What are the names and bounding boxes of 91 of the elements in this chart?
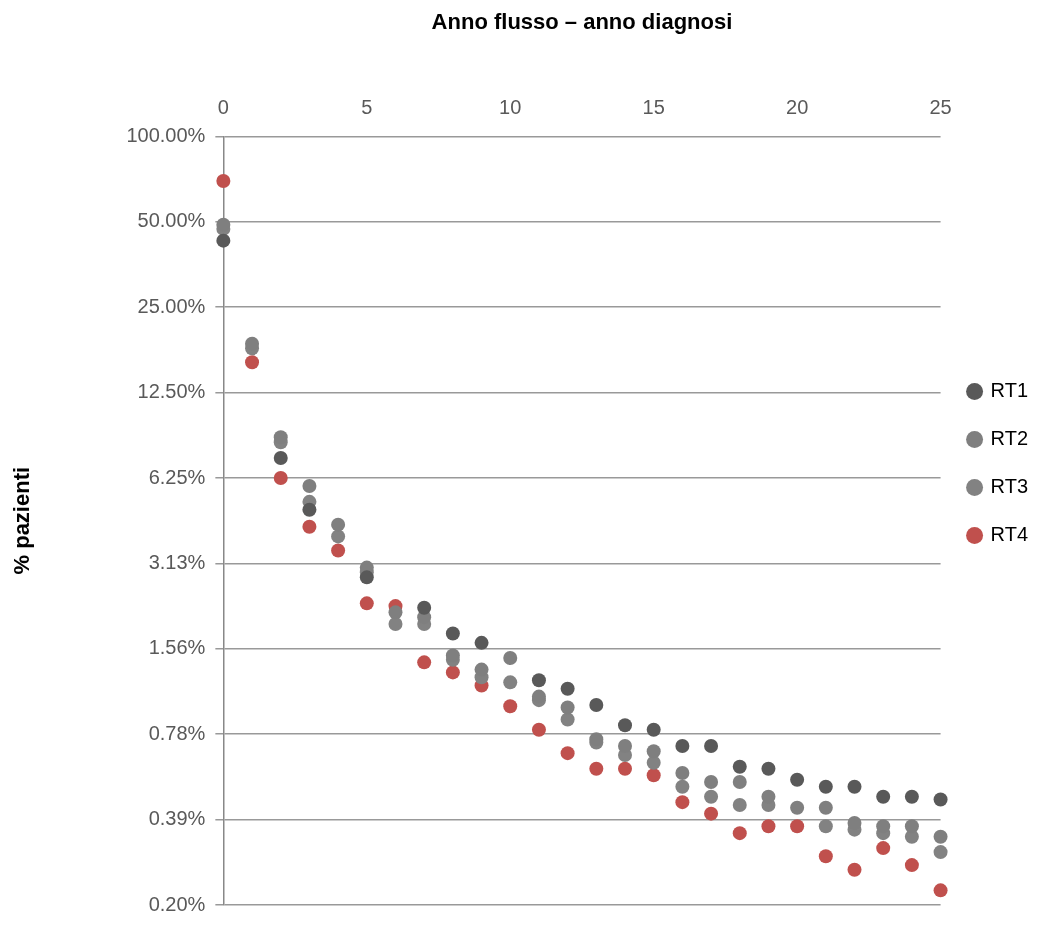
point [761,819,776,834]
y-tick-label: 6.25% [148,465,206,488]
legend-label: RT3 [990,475,1028,498]
point [531,673,546,688]
point [273,471,288,485]
point [560,746,575,761]
legend-label: RT1 [990,379,1028,402]
x-tick-label: 15 [642,95,665,118]
point [933,792,948,807]
point [417,600,432,615]
point [790,819,805,834]
point [818,800,833,815]
point [646,722,661,737]
point [503,675,518,690]
y-tick-label: 50.00% [137,209,206,232]
point [560,681,575,696]
point [388,605,403,620]
y-tick-label: 0.78% [148,721,206,744]
point [646,768,661,783]
point [904,858,919,873]
y-tick-label: 0.39% [148,807,206,830]
y-tick-label: 1.56% [148,636,206,659]
point [560,700,575,715]
point [704,806,719,821]
point [675,795,690,810]
point [445,665,460,680]
point [503,651,518,666]
point [445,626,460,641]
x-tick-label: 5 [361,95,373,118]
point [589,698,604,713]
y-tick-label: 25.00% [137,294,206,317]
point [245,355,260,370]
legend-label: RT4 [990,523,1028,546]
point [388,617,403,632]
point [818,819,833,834]
point [732,797,747,812]
y-tick-label: 0.20% [148,892,206,915]
point [331,529,346,544]
x-tick-label: 20 [786,95,809,118]
point [933,883,948,898]
point [359,596,374,611]
point [761,761,776,776]
point [790,800,805,815]
y-tick-label: 3.13% [148,550,206,573]
point [675,766,690,781]
x-axis-title: Anno flusso – anno diagnosi [431,9,733,35]
point [790,772,805,787]
point [618,761,632,776]
point [904,819,919,834]
point [732,826,747,841]
point [732,775,747,790]
x-tick-label: 0 [217,95,229,118]
point [216,233,231,248]
point [675,779,690,794]
y-tick-label: 100.00% [126,123,206,146]
point [503,699,518,714]
point [818,849,833,864]
y-axis-title: % pazienti [9,466,35,575]
point [474,635,489,650]
x-tick-label: 25 [929,95,952,118]
point [876,789,891,804]
point [216,174,231,189]
point [589,761,604,776]
point [646,744,661,759]
point [618,718,632,733]
x-tick-label: 10 [499,95,522,118]
y-tick-label: 12.50% [137,380,206,403]
point [531,722,546,737]
point [302,519,317,534]
point [417,655,432,670]
point [302,502,317,517]
point [876,841,891,856]
point [273,451,288,466]
point [704,775,719,790]
point [560,712,575,727]
point [933,829,948,844]
point [618,738,632,753]
point [847,779,862,794]
point [704,738,719,753]
point [302,478,317,493]
point [704,789,719,804]
point [904,789,919,804]
point [818,779,833,794]
legend-label: RT2 [990,427,1028,450]
point [732,759,747,774]
point [331,517,346,532]
point [359,570,374,585]
point [847,862,862,877]
point [331,543,346,558]
point [675,738,690,753]
point [933,845,948,860]
